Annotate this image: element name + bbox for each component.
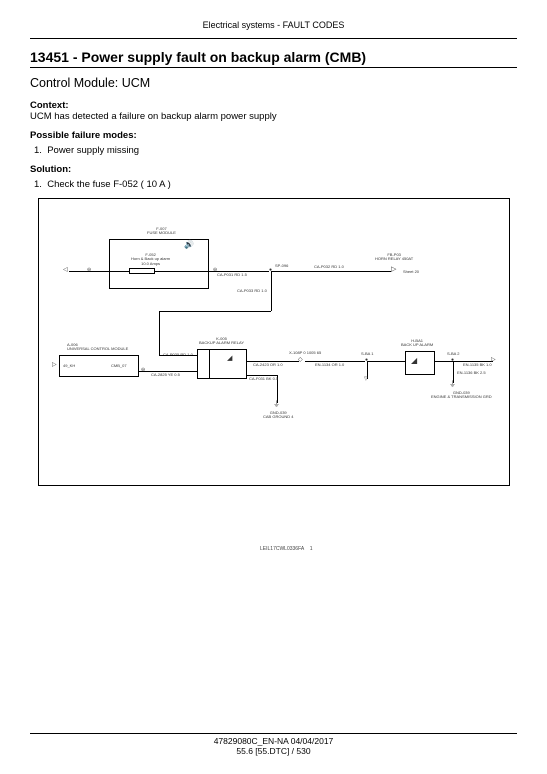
fault-code: 13451	[30, 49, 69, 65]
wire-ca-p032	[271, 271, 391, 272]
context-text: UCM has detected a failure on backup ala…	[30, 111, 517, 122]
rule-top	[30, 38, 517, 39]
fuse-wire-in	[109, 271, 129, 272]
relay-contact-icon: ◢	[227, 355, 232, 363]
conn-dot-1: ⊖	[213, 268, 217, 274]
horn-relay-arrow: ▷	[391, 266, 396, 274]
fault-text: Power supply fault on backup alarm (CMB)	[81, 49, 366, 65]
splice-sba1-label: S-BA 1	[361, 352, 373, 356]
wire-ca-p033-h	[159, 311, 271, 312]
wire-en-1135-label: EN-1135 BK 1.0	[463, 363, 492, 367]
wire-en-1135-arrow: ▷	[491, 357, 496, 364]
fault-title: 13451 - Power supply fault on backup ala…	[30, 49, 517, 65]
ucm-pin-r: CMB_07	[111, 364, 127, 368]
conn-x108p-sym: ◇	[298, 357, 303, 364]
conn-x108p-label: X-108P 0 1005 65	[289, 351, 321, 355]
power-in-dot: ⊖	[87, 268, 91, 274]
eng-gnd-icon: ⏚	[449, 381, 456, 389]
fuse-symbol	[129, 268, 155, 274]
wire-en-1136-v	[453, 361, 454, 383]
backup-relay-label: K-005 BACKUP ALARM RELAY	[199, 337, 244, 346]
ucm-arrow-in: ▷	[52, 362, 57, 369]
horn-icon: 🔊	[184, 241, 194, 250]
wire-ca-2423-label: CA-2423 OR 1.0	[253, 363, 283, 367]
failure-mode-item: 1. Power supply missing	[34, 145, 517, 156]
ucm-label: A-006 UNIVERSAL CONTROL MODULE	[67, 343, 128, 352]
solution-item: 1. Check the fuse F-052 ( 10 A )	[34, 179, 517, 190]
ucm-pin-l: 49_KH	[63, 364, 75, 368]
control-module-value: UCM	[122, 76, 150, 90]
wire-to-alarm	[367, 361, 405, 362]
fuse-label: F-052 Horn & Back up alarm 10.0 Amps	[131, 253, 170, 266]
wire-ca-p035	[159, 355, 197, 356]
wire-ca-p033-v	[271, 271, 272, 311]
wire-ca-f031-label: CA-F031 BK 0.5	[249, 377, 278, 381]
splice-sp096-label: SP-096	[275, 264, 288, 268]
failure-mode-text: Power supply missing	[47, 145, 139, 156]
wire-ca-p033-v2	[159, 311, 160, 355]
footer-doc-id: 47829080C_EN-NA 04/04/2017	[30, 736, 517, 746]
breadcrumb: Electrical systems - FAULT CODES	[203, 20, 345, 30]
wiring-diagram: F-007 FUSE MODULE 🔊 F-052 Horn & Back up…	[38, 198, 510, 486]
wire-en-1134-label: EN-1134 OR 1.0	[315, 363, 344, 367]
fuse-module-label: F-007 FUSE MODULE	[147, 227, 176, 236]
control-module-label: Control Module:	[30, 76, 118, 90]
backup-alarm-box	[405, 351, 435, 375]
horn-relay-label: FB-P03 HORN RELAY 450AT	[375, 253, 413, 262]
rule-under-title	[30, 67, 517, 68]
wire-ca-p031-label: CA-P031 RD 1.5	[217, 273, 247, 277]
list-number: 1.	[34, 145, 47, 156]
failure-modes-label: Possible failure modes:	[30, 130, 517, 141]
power-in-arrow: ◁	[63, 267, 68, 274]
solution-text: Check the fuse F-052 ( 10 A )	[47, 179, 171, 190]
eng-gnd-label: GND-039 ENGINE & TRANSMISSION GRD	[431, 391, 492, 400]
diagram-caption: LEIL17CWL0336FA 1	[260, 546, 313, 552]
cab-gnd-icon: ⏚	[273, 401, 280, 409]
solution-label: Solution:	[30, 164, 517, 175]
control-module-line: Control Module: UCM	[30, 76, 517, 90]
wire-ca-p033-label: CA-P033 RD 1.0	[237, 289, 267, 293]
wire-ca-p032-label: CA-P032 RD 1.0	[314, 265, 344, 269]
splice-sba2-label: S-BA 2	[447, 352, 459, 356]
backup-alarm-label: H-BA1 BACK UP ALARM	[401, 339, 433, 348]
cab-gnd-label: GND-039 CAB GROUND 4	[263, 411, 293, 420]
footer-rule	[30, 733, 517, 734]
backup-relay-box	[197, 349, 247, 379]
relay-int-1	[209, 349, 210, 379]
list-number: 1.	[34, 179, 47, 190]
context-label: Context:	[30, 100, 517, 111]
footer-page-ref: 55.6 [55.DTC] / 530	[30, 746, 517, 756]
wire-ca-2825-label: CA-2825 YE 0.5	[151, 373, 180, 377]
page-header: Electrical systems - FAULT CODES	[30, 20, 517, 38]
fuse-wire-out	[155, 271, 209, 272]
horn-relay-sheet: Sheet 20	[403, 270, 419, 274]
page-footer: 47829080C_EN-NA 04/04/2017 55.6 [55.DTC]…	[30, 733, 517, 756]
sba1-arrow: ▽	[364, 377, 368, 383]
conn-dot-ucm: ⊖	[141, 368, 145, 374]
alarm-speaker-icon: ◢	[411, 357, 417, 366]
wire-en-1136-label: EN-1136 BK 2.5	[457, 371, 486, 375]
